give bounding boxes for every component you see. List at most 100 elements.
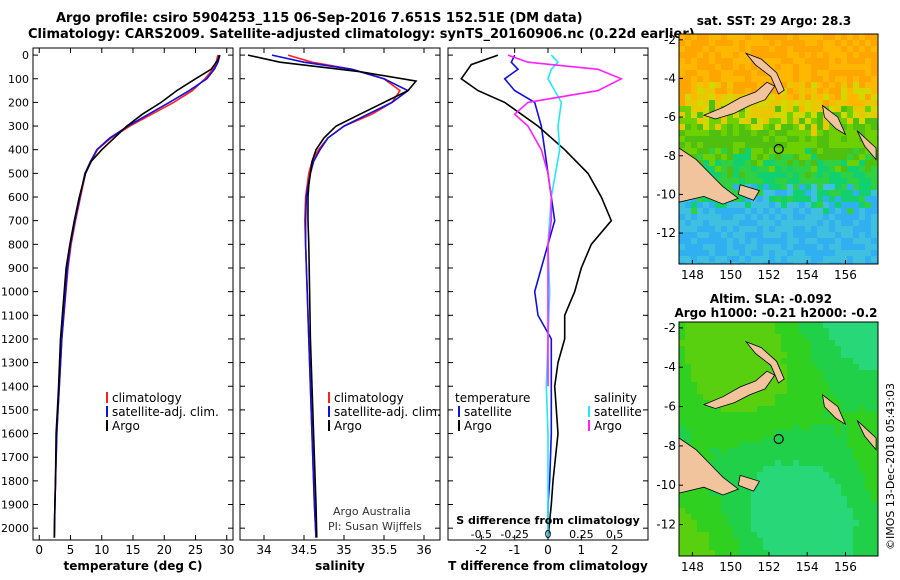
heatmap-cell — [763, 136, 769, 142]
heatmap-cell — [697, 520, 703, 526]
heatmap-cell — [769, 202, 775, 208]
heatmap-cell — [715, 454, 721, 460]
heatmap-cell — [679, 514, 685, 520]
heatmap-cell — [781, 460, 787, 466]
heatmap-cell — [841, 82, 847, 88]
heatmap-cell — [829, 484, 835, 490]
heatmap-cell — [697, 448, 703, 454]
heatmap-cell — [733, 202, 739, 208]
heatmap-cell — [697, 538, 703, 544]
heatmap-cell — [739, 112, 745, 118]
heatmap-cell — [775, 334, 781, 340]
heatmap-cell — [835, 520, 841, 526]
heatmap-cell — [715, 244, 721, 250]
heatmap-cell — [757, 436, 763, 442]
heatmap-cell — [715, 64, 721, 70]
heatmap-cell — [685, 136, 691, 142]
heatmap-cell — [841, 100, 847, 106]
heatmap-cell — [769, 148, 775, 154]
heatmap-cell — [715, 58, 721, 64]
heatmap-cell — [787, 346, 793, 352]
heatmap-cell — [739, 532, 745, 538]
x-tick-label: 35.5 — [371, 543, 398, 557]
heatmap-cell — [835, 496, 841, 502]
heatmap-cell — [865, 502, 871, 508]
heatmap-cell — [805, 382, 811, 388]
heatmap-cell — [847, 34, 853, 40]
heatmap-cell — [763, 250, 769, 256]
heatmap-cell — [853, 94, 859, 100]
heatmap-cell — [697, 550, 703, 556]
heatmap-cell — [853, 184, 859, 190]
heatmap-cell — [859, 526, 865, 532]
heatmap-cell — [739, 220, 745, 226]
heatmap-cell — [787, 148, 793, 154]
heatmap-cell — [715, 340, 721, 346]
heatmap-cell — [727, 118, 733, 124]
legend-label: satellite — [594, 405, 642, 419]
heatmap-cell — [781, 94, 787, 100]
heatmap-cell — [787, 178, 793, 184]
heatmap-cell — [799, 532, 805, 538]
heatmap-cell — [817, 250, 823, 256]
heatmap-cell — [823, 424, 829, 430]
heatmap-cell — [817, 214, 823, 220]
heatmap-cell — [757, 328, 763, 334]
heatmap-cell — [679, 370, 685, 376]
heatmap-cell — [787, 46, 793, 52]
heatmap-cell — [805, 400, 811, 406]
heatmap-cell — [853, 118, 859, 124]
heatmap-cell — [805, 532, 811, 538]
heatmap-cell — [739, 502, 745, 508]
heatmap-cell — [763, 130, 769, 136]
heatmap-cell — [733, 334, 739, 340]
heatmap-cell — [829, 538, 835, 544]
heatmap-cell — [709, 322, 715, 328]
heatmap-cell — [865, 472, 871, 478]
heatmap-cell — [853, 130, 859, 136]
heatmap-cell — [769, 526, 775, 532]
heatmap-cell — [871, 64, 877, 70]
heatmap-cell — [751, 424, 757, 430]
heatmap-cell — [847, 208, 853, 214]
heatmap-cell — [757, 400, 763, 406]
heatmap-cell — [811, 526, 817, 532]
heatmap-cell — [703, 322, 709, 328]
heatmap-cell — [763, 328, 769, 334]
heatmap-cell — [781, 484, 787, 490]
heatmap-cell — [859, 190, 865, 196]
heatmap-cell — [703, 538, 709, 544]
heatmap-cell — [793, 340, 799, 346]
heatmap-cell — [847, 82, 853, 88]
heatmap-cell — [835, 106, 841, 112]
heatmap-cell — [787, 400, 793, 406]
heatmap-cell — [739, 436, 745, 442]
heatmap-cell — [715, 142, 721, 148]
heatmap-cell — [871, 190, 877, 196]
heatmap-cell — [793, 76, 799, 82]
heatmap-cell — [865, 160, 871, 166]
heatmap-cell — [793, 178, 799, 184]
heatmap-cell — [751, 472, 757, 478]
heatmap-cell — [715, 448, 721, 454]
heatmap-cell — [829, 88, 835, 94]
heatmap-cell — [841, 52, 847, 58]
heatmap-cell — [703, 340, 709, 346]
heatmap-cell — [745, 352, 751, 358]
heatmap-cell — [811, 154, 817, 160]
heatmap-cell — [871, 184, 877, 190]
heatmap-cell — [769, 520, 775, 526]
heatmap-cell — [871, 394, 877, 400]
heatmap-cell — [757, 34, 763, 40]
heatmap-cell — [847, 538, 853, 544]
heatmap-cell — [865, 466, 871, 472]
heatmap-cell — [709, 406, 715, 412]
heatmap-cell — [853, 328, 859, 334]
heatmap-cell — [781, 472, 787, 478]
heatmap-cell — [853, 532, 859, 538]
heatmap-cell — [685, 40, 691, 46]
heatmap-cell — [781, 208, 787, 214]
heatmap-cell — [805, 34, 811, 40]
heatmap-cell — [841, 364, 847, 370]
heatmap-cell — [751, 376, 757, 382]
